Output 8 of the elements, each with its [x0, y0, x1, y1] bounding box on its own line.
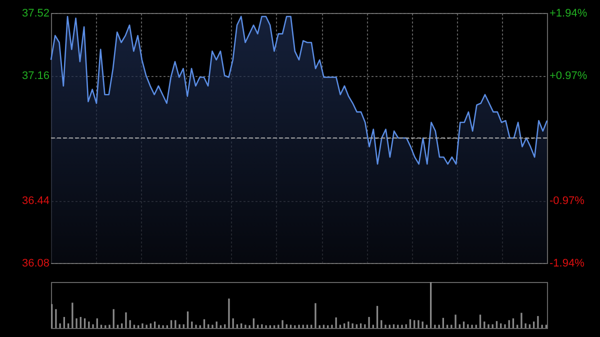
- y2-tick-label: -1.94%: [550, 258, 585, 270]
- y-tick-label: 37.16: [22, 70, 50, 82]
- y-tick-label: 37.52: [22, 8, 50, 20]
- y2-tick-label: +1.94%: [550, 8, 588, 20]
- y2-tick-label: +0.97%: [550, 70, 588, 82]
- y-tick-label: 36.44: [22, 195, 50, 207]
- y-tick-label: 36.08: [22, 258, 50, 270]
- y2-tick-label: -0.97%: [550, 195, 585, 207]
